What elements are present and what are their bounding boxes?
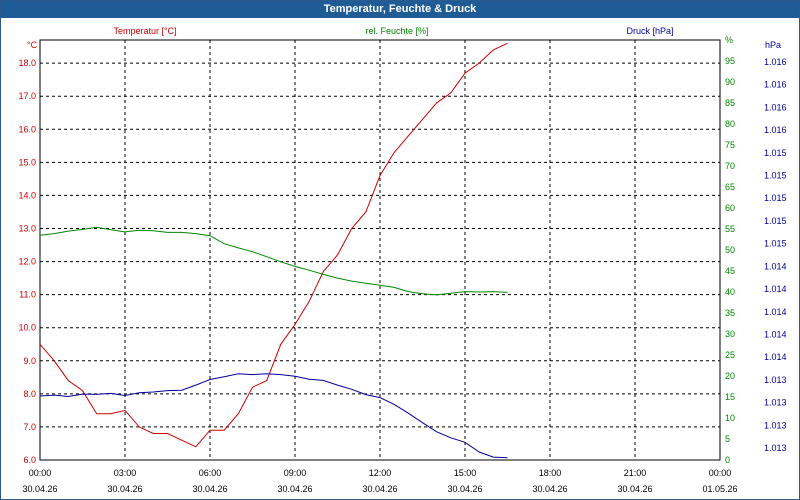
right-tick-label: 1.014 (764, 329, 787, 339)
middle-tick-label: 5 (725, 434, 730, 444)
x-tick-date: 30.04.26 (617, 484, 652, 494)
x-tick-time: 06:00 (199, 468, 222, 478)
left-tick-label: 9.0 (23, 356, 36, 366)
humidity-line (39, 226, 508, 296)
x-tick-time: 12:00 (369, 468, 392, 478)
pressure-line (39, 373, 508, 459)
x-tick-date: 30.04.26 (192, 484, 227, 494)
right-tick-label: 1.016 (764, 57, 787, 67)
right-tick-label: 1.015 (764, 216, 787, 226)
right-tick-label: 1.013 (764, 443, 787, 453)
middle-tick-label: 55 (725, 224, 735, 234)
middle-tick-label: 15 (725, 392, 735, 402)
x-tick-time: 09:00 (284, 468, 307, 478)
middle-tick-label: 40 (725, 287, 735, 297)
x-tick-date: 30.04.26 (22, 484, 57, 494)
right-axis-unit: hPa (765, 40, 781, 50)
left-tick-label: 6.0 (23, 455, 36, 465)
middle-tick-label: 75 (725, 140, 735, 150)
right-tick-label: 1.015 (764, 171, 787, 181)
right-tick-label: 1.016 (764, 125, 787, 135)
right-axis-label: Druck [hPa] (626, 26, 673, 36)
x-tick-time: 03:00 (114, 468, 137, 478)
left-axis-label: Temperatur [°C] (113, 26, 176, 36)
x-tick-time: 15:00 (454, 468, 477, 478)
x-tick-time: 00:00 (709, 468, 732, 478)
left-tick-label: 10.0 (18, 323, 36, 333)
x-tick-date: 30.04.26 (532, 484, 567, 494)
right-tick-label: 1.013 (764, 420, 787, 430)
middle-axis-label: rel. Feuchte [%] (365, 26, 428, 36)
middle-tick-label: 0 (725, 455, 730, 465)
middle-tick-label: 25 (725, 350, 735, 360)
middle-tick-label: 35 (725, 308, 735, 318)
middle-tick-label: 50 (725, 245, 735, 255)
middle-tick-label: 85 (725, 98, 735, 108)
x-tick-date: 30.04.26 (362, 484, 397, 494)
left-axis-unit: °C (27, 40, 38, 50)
left-tick-label: 7.0 (23, 422, 36, 432)
left-tick-label: 12.0 (18, 257, 36, 267)
right-tick-label: 1.014 (764, 261, 787, 271)
right-tick-label: 1.015 (764, 148, 787, 158)
right-tick-label: 1.016 (764, 102, 787, 112)
right-tick-label: 1.015 (764, 193, 787, 203)
middle-tick-label: 80 (725, 119, 735, 129)
right-tick-label: 1.013 (764, 375, 787, 385)
middle-tick-label: 95 (725, 56, 735, 66)
middle-tick-label: 30 (725, 329, 735, 339)
temperature-line (39, 42, 508, 448)
left-tick-label: 13.0 (18, 224, 36, 234)
middle-tick-label: 90 (725, 77, 735, 87)
middle-tick-label: 60 (725, 203, 735, 213)
middle-tick-label: 65 (725, 182, 735, 192)
right-tick-label: 1.016 (764, 80, 787, 90)
right-tick-label: 1.014 (764, 284, 787, 294)
left-tick-label: 8.0 (23, 389, 36, 399)
x-tick-date: 30.04.26 (107, 484, 142, 494)
right-tick-label: 1.015 (764, 239, 787, 249)
window-title: Temperatur, Feuchte & Druck (1, 1, 799, 18)
left-tick-label: 15.0 (18, 157, 36, 167)
left-tick-label: 14.0 (18, 190, 36, 200)
middle-tick-label: 20 (725, 371, 735, 381)
middle-tick-label: 70 (725, 161, 735, 171)
left-tick-label: 17.0 (18, 91, 36, 101)
x-tick-date: 30.04.26 (447, 484, 482, 494)
middle-tick-label: % (725, 35, 733, 45)
right-tick-label: 1.014 (764, 352, 787, 362)
x-tick-date: 01.05.26 (702, 484, 737, 494)
x-tick-time: 21:00 (624, 468, 647, 478)
middle-tick-label: 10 (725, 413, 735, 423)
middle-tick-label: 45 (725, 266, 735, 276)
x-tick-time: 18:00 (539, 468, 562, 478)
right-tick-label: 1.014 (764, 307, 787, 317)
x-tick-time: 00:00 (29, 468, 52, 478)
x-tick-date: 30.04.26 (277, 484, 312, 494)
left-tick-label: 16.0 (18, 124, 36, 134)
left-tick-label: 18.0 (18, 58, 36, 68)
right-tick-label: 1.013 (764, 398, 787, 408)
left-tick-label: 11.0 (19, 290, 36, 300)
